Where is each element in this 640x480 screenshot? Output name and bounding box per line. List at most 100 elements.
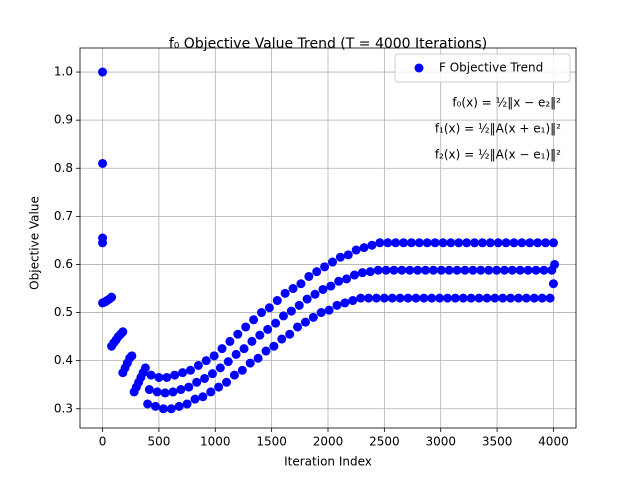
point	[550, 259, 560, 269]
point	[477, 238, 487, 248]
point	[411, 293, 421, 303]
point	[118, 327, 128, 337]
point	[264, 303, 274, 313]
point	[435, 293, 445, 303]
point	[414, 238, 424, 248]
point	[162, 372, 172, 382]
point	[160, 388, 170, 398]
point	[288, 284, 298, 294]
point	[389, 265, 399, 275]
point	[413, 265, 423, 275]
point	[190, 394, 200, 404]
point	[539, 265, 549, 275]
y-tick-label: 0.8	[54, 161, 73, 175]
point	[422, 238, 432, 248]
point	[280, 288, 290, 298]
point	[140, 363, 150, 373]
x-tick-label: 3500	[482, 435, 513, 449]
point	[278, 311, 288, 321]
point	[184, 382, 194, 392]
point	[178, 368, 188, 378]
point	[168, 387, 178, 397]
point	[237, 365, 247, 375]
point	[233, 329, 243, 339]
point	[239, 344, 249, 354]
point	[255, 330, 265, 340]
x-tick-label: 3000	[425, 435, 456, 449]
point	[154, 372, 164, 382]
point	[201, 356, 211, 366]
point	[200, 373, 210, 383]
point	[198, 392, 208, 402]
point	[470, 238, 480, 248]
point	[271, 318, 281, 328]
point	[158, 404, 168, 414]
point	[454, 238, 464, 248]
point	[406, 238, 416, 248]
point	[521, 293, 531, 303]
point	[452, 265, 462, 275]
point	[514, 293, 524, 303]
point	[256, 308, 266, 318]
point	[343, 250, 353, 260]
y-tick-label: 1.0	[54, 65, 73, 79]
y-tick-label: 0.7	[54, 209, 73, 223]
point	[206, 387, 216, 397]
point	[490, 293, 500, 303]
y-tick-label: 0.5	[54, 305, 73, 319]
point	[428, 265, 438, 275]
point	[247, 336, 257, 346]
legend-label: F Objective Trend	[439, 61, 543, 75]
point	[98, 158, 108, 168]
y-axis-label: Objective Value	[28, 196, 42, 290]
point	[517, 238, 527, 248]
point	[207, 369, 217, 379]
point	[349, 270, 359, 280]
point	[460, 265, 470, 275]
annotation: f₀(x) = ½‖x − e₂‖²	[452, 96, 561, 110]
legend-marker	[414, 63, 424, 73]
point	[507, 265, 517, 275]
x-tick-label: 500	[147, 435, 170, 449]
point	[466, 293, 476, 303]
point	[214, 382, 224, 392]
point	[509, 238, 519, 248]
point	[419, 293, 429, 303]
point	[391, 238, 401, 248]
point	[462, 238, 472, 248]
axes-frame	[79, 47, 577, 429]
point	[533, 238, 543, 248]
point	[318, 284, 328, 294]
point	[474, 293, 484, 303]
point	[501, 238, 511, 248]
point	[302, 294, 312, 304]
y-tick-label: 0.9	[54, 113, 73, 127]
point	[421, 265, 431, 275]
point	[294, 300, 304, 310]
point	[531, 265, 541, 275]
point	[395, 293, 405, 303]
point	[312, 267, 322, 277]
point	[371, 293, 381, 303]
point	[215, 363, 225, 373]
point	[304, 271, 314, 281]
point	[476, 265, 486, 275]
x-tick-label: 4000	[538, 435, 569, 449]
series	[98, 67, 560, 414]
point	[293, 322, 303, 332]
point	[373, 265, 383, 275]
point	[98, 238, 108, 248]
y-tick-label: 0.4	[54, 353, 73, 367]
point	[300, 317, 310, 327]
point	[450, 293, 460, 303]
point	[342, 274, 352, 284]
point	[468, 265, 478, 275]
point	[332, 300, 342, 310]
point	[493, 238, 503, 248]
point	[357, 268, 367, 278]
x-tick-label: 2000	[313, 435, 344, 449]
point	[209, 351, 219, 361]
point	[310, 289, 320, 299]
